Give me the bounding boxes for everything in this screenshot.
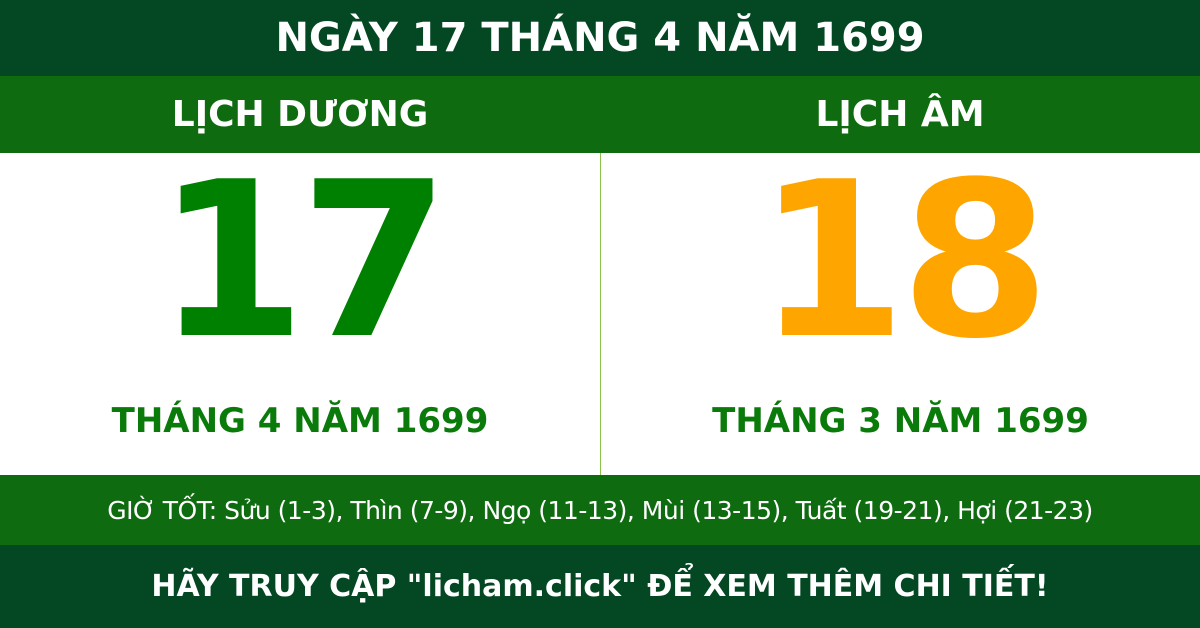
solar-calendar-label: LỊCH DƯƠNG xyxy=(171,94,429,135)
lunar-day: 18 xyxy=(756,135,1050,386)
solar-month-year: THÁNG 4 NĂM 1699 xyxy=(111,401,489,441)
lunar-calendar-label: LỊCH ÂM xyxy=(815,94,985,135)
calendar-headers: LỊCH DƯƠNG LỊCH ÂM xyxy=(0,76,1200,153)
lunar-column: 18 THÁNG 3 NĂM 1699 xyxy=(600,153,1200,475)
solar-day: 17 xyxy=(156,135,449,386)
solar-column: 17 THÁNG 4 NĂM 1699 xyxy=(0,153,600,475)
calendar-body: 17 THÁNG 4 NĂM 1699 18 THÁNG 3 NĂM 1699 xyxy=(0,153,1200,475)
lunar-month-year: THÁNG 3 NĂM 1699 xyxy=(712,401,1089,441)
page-title: NGÀY 17 THÁNG 4 NĂM 1699 xyxy=(0,0,1200,76)
footer-cta: HÃY TRUY CẬP "licham.click" ĐỂ XEM THÊM … xyxy=(0,545,1200,628)
good-hours: GIỜ TỐT: Sửu (1-3), Thìn (7-9), Ngọ (11-… xyxy=(0,475,1200,545)
